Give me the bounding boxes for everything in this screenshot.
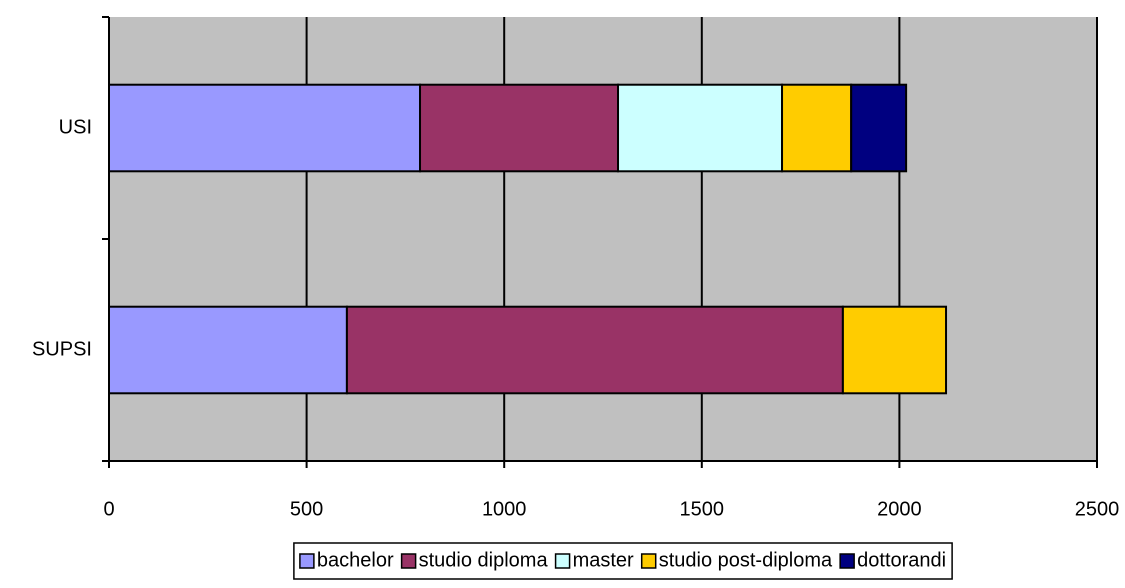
bar-segment [345, 305, 844, 395]
y-tick-label: USI [59, 116, 92, 138]
x-tick-label: 500 [290, 498, 323, 520]
bar-segment [617, 83, 784, 173]
x-tick-label: 0 [103, 498, 114, 520]
legend-swatch [554, 553, 571, 569]
legend-label: dottorandi [857, 549, 946, 571]
bar-segment [781, 83, 853, 173]
bar-segment [841, 305, 948, 395]
legend-label: bachelor [317, 549, 394, 571]
legend-swatch [839, 553, 855, 569]
legend-swatch [640, 553, 657, 569]
bar-segment [108, 305, 348, 395]
bar-segment [419, 83, 620, 173]
legend-label: studio diploma [419, 549, 549, 571]
bar-segment [850, 83, 908, 173]
legend-label: studio post-diploma [659, 549, 833, 571]
bar-segment [108, 83, 422, 173]
y-tick-label: SUPSI [32, 338, 92, 360]
x-tick-label: 1000 [482, 498, 527, 520]
x-tick-label: 2500 [1075, 498, 1120, 520]
x-tick-label: 2000 [877, 498, 922, 520]
plot-area [109, 17, 1097, 461]
legend-swatch [299, 553, 315, 569]
legend-label: master [573, 549, 634, 571]
legend-swatch [400, 553, 417, 569]
x-tick-label: 1500 [680, 498, 725, 520]
